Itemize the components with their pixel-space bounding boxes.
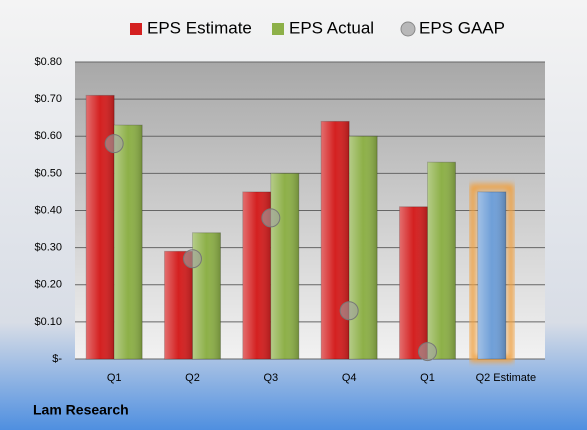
bar-sheen [164, 251, 193, 359]
legend-label: EPS GAAP [419, 18, 505, 37]
x-tick-label: Q2 [185, 372, 200, 384]
company-label: Lam Research [33, 402, 129, 418]
bubble [339, 301, 359, 321]
y-tick-label: $0.80 [34, 56, 62, 68]
bubble [104, 134, 124, 154]
y-tick-label: $0.10 [34, 316, 62, 328]
x-tick-label: Q1 [107, 372, 122, 384]
bar-sheen [270, 173, 299, 359]
bar-sheen [399, 206, 428, 359]
bubble [183, 249, 202, 269]
bar-sheen [349, 136, 378, 359]
y-tick-label: $0.20 [34, 279, 62, 291]
bubble [261, 208, 281, 228]
x-tick-label: Q4 [342, 372, 357, 384]
legend-label: EPS Actual [289, 18, 374, 37]
y-tick-label: $0.60 [34, 130, 62, 142]
bubble [418, 342, 437, 362]
y-tick-label: $0.70 [34, 93, 62, 105]
legend-label: EPS Estimate [147, 18, 252, 37]
legend-swatch [130, 23, 142, 35]
y-tick-label: $0.40 [34, 204, 62, 216]
y-tick-label: $- [52, 353, 62, 365]
bar-sheen [114, 125, 143, 359]
legend-swatch [272, 23, 284, 35]
legend-swatch [400, 21, 416, 37]
bar-sheen [321, 121, 350, 360]
bar-sheen [86, 95, 115, 359]
y-tick-label: $0.30 [34, 242, 62, 254]
x-tick-label: Q1 [420, 372, 435, 384]
bar-sheen [477, 191, 506, 359]
y-tick-label: $0.50 [34, 167, 62, 179]
bar-sheen [427, 162, 456, 359]
x-tick-label: Q3 [263, 372, 278, 384]
x-tick-label: Q2 Estimate [476, 372, 537, 384]
